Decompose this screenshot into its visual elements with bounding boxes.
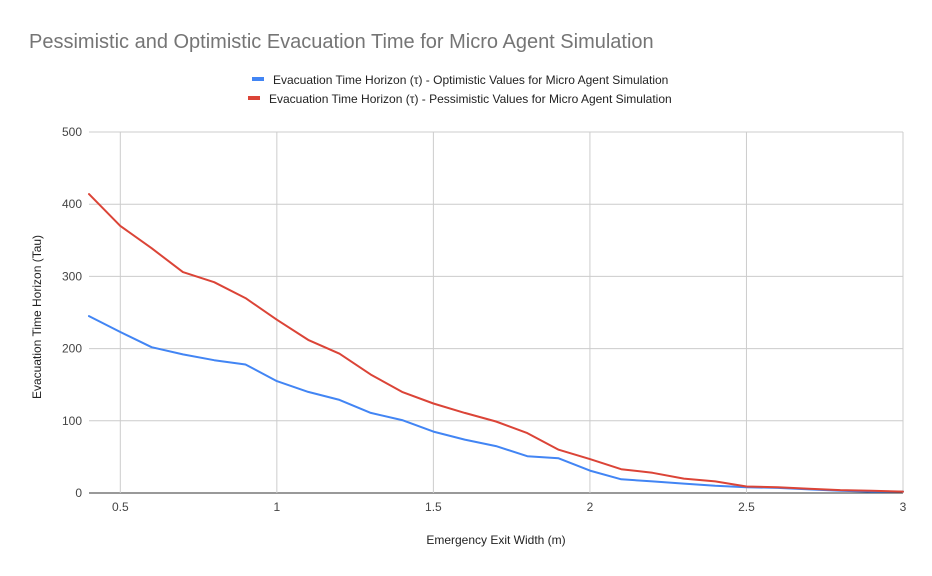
- chart-title: Pessimistic and Optimistic Evacuation Ti…: [29, 31, 654, 53]
- x-tick-label: 1.5: [425, 500, 442, 514]
- series-lines: [88, 193, 904, 493]
- series-line-pessimistic: [88, 193, 904, 493]
- gridlines: [89, 131, 904, 494]
- x-tick-label: 3: [900, 500, 907, 514]
- y-tick-label: 400: [62, 197, 82, 211]
- y-tick-label: 500: [62, 125, 82, 139]
- legend: Evacuation Time Horizon (τ) - Optimistic…: [248, 73, 672, 106]
- x-axis-label: Emergency Exit Width (m): [426, 533, 565, 547]
- y-axis-ticks: 0 100 200 300 400 500: [62, 125, 82, 500]
- series-line-optimistic: [88, 315, 904, 493]
- legend-label-pessimistic: Evacuation Time Horizon (τ) - Pessimisti…: [269, 92, 672, 106]
- y-tick-label: 200: [62, 342, 82, 356]
- x-tick-label: 1: [274, 500, 281, 514]
- y-tick-label: 300: [62, 269, 82, 283]
- y-tick-label: 100: [62, 414, 82, 428]
- y-axis-label: Evacuation Time Horizon (Tau): [30, 235, 44, 399]
- legend-swatch-pessimistic: [248, 96, 260, 100]
- x-tick-label: 0.5: [112, 500, 129, 514]
- y-tick-label: 0: [75, 486, 82, 500]
- x-tick-label: 2: [587, 500, 594, 514]
- x-tick-label: 2.5: [738, 500, 755, 514]
- x-axis-ticks: 0.5 1 1.5 2 2.5 3: [112, 500, 907, 514]
- legend-swatch-optimistic: [252, 77, 264, 81]
- legend-label-optimistic: Evacuation Time Horizon (τ) - Optimistic…: [273, 73, 668, 87]
